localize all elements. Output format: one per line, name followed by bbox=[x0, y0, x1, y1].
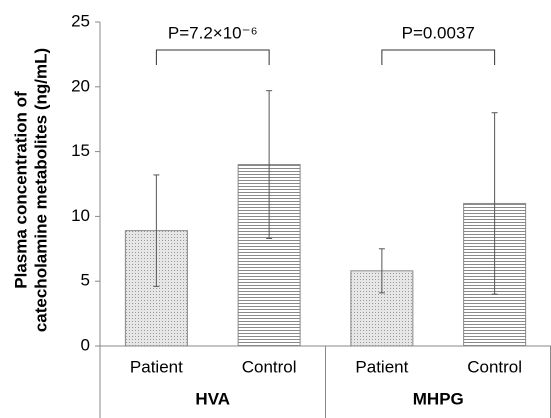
y-axis-label-line: catecholamine metabolites (ng/mL) bbox=[31, 48, 50, 332]
x-tick-label: Control bbox=[242, 357, 297, 376]
group-label: HVA bbox=[195, 389, 230, 408]
y-tick-label: 0 bbox=[81, 335, 90, 354]
y-tick-label: 15 bbox=[71, 141, 90, 160]
annotation: P=0.0037 bbox=[402, 23, 475, 42]
annotation: P=7.2×10⁻⁶ bbox=[168, 23, 258, 42]
group-label: MHPG bbox=[413, 389, 464, 408]
y-tick-label: 20 bbox=[71, 76, 90, 95]
y-tick-label: 25 bbox=[71, 11, 90, 30]
x-tick-label: Control bbox=[467, 357, 522, 376]
y-axis-label: Plasma concentration of catecholamine me… bbox=[11, 48, 50, 332]
x-tick-label: Patient bbox=[130, 357, 183, 376]
y-tick-label: 5 bbox=[81, 271, 90, 290]
y-axis-label-line: Plasma concentration of bbox=[11, 91, 30, 289]
significance-bracket bbox=[155, 49, 270, 65]
y-tick-label: 10 bbox=[71, 206, 90, 225]
x-tick-label: Patient bbox=[355, 357, 408, 376]
significance-bracket bbox=[381, 49, 496, 65]
